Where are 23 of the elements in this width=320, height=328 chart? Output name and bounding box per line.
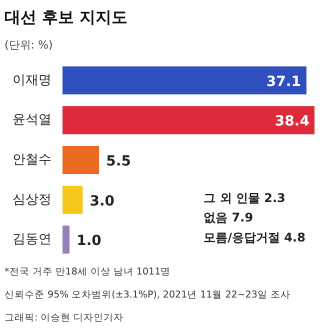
chart-title: 대선 후보 지지도 xyxy=(4,8,128,26)
text: *전국 거주 만18세 이상 남녀 1011명 xyxy=(4,266,171,278)
text: 그래픽: 이승현 디자인기자 xyxy=(4,312,124,324)
y-tick-label: 김동연 xyxy=(12,232,52,248)
data-label: 3.0 xyxy=(90,193,115,210)
y-tick-label: 안철수 xyxy=(12,152,52,168)
data-label: 38.4 xyxy=(274,114,310,130)
y-tick-label: 이재명 xyxy=(12,72,52,88)
annotation: 없음 7.9 xyxy=(204,210,254,225)
data-label: 37.1 xyxy=(266,74,301,90)
bar xyxy=(62,106,314,134)
chart-subtitle: (단위: %) xyxy=(4,38,53,52)
y-tick-label: 윤석열 xyxy=(12,112,52,128)
annotation: 그 외 인물 2.3 xyxy=(204,190,286,205)
data-label: 1.0 xyxy=(76,233,102,250)
data-label: 5.5 xyxy=(106,153,131,170)
bar xyxy=(62,66,306,94)
text: 신뢰수준 95% 오차범위(±3.1%P), 2021년 11월 22~23일 조사 xyxy=(4,290,290,300)
bar xyxy=(62,226,70,254)
bar xyxy=(62,186,83,214)
annotation: 모름/응답거절 4.8 xyxy=(204,230,306,245)
bar xyxy=(62,146,100,174)
y-tick-label: 심상정 xyxy=(12,192,52,208)
